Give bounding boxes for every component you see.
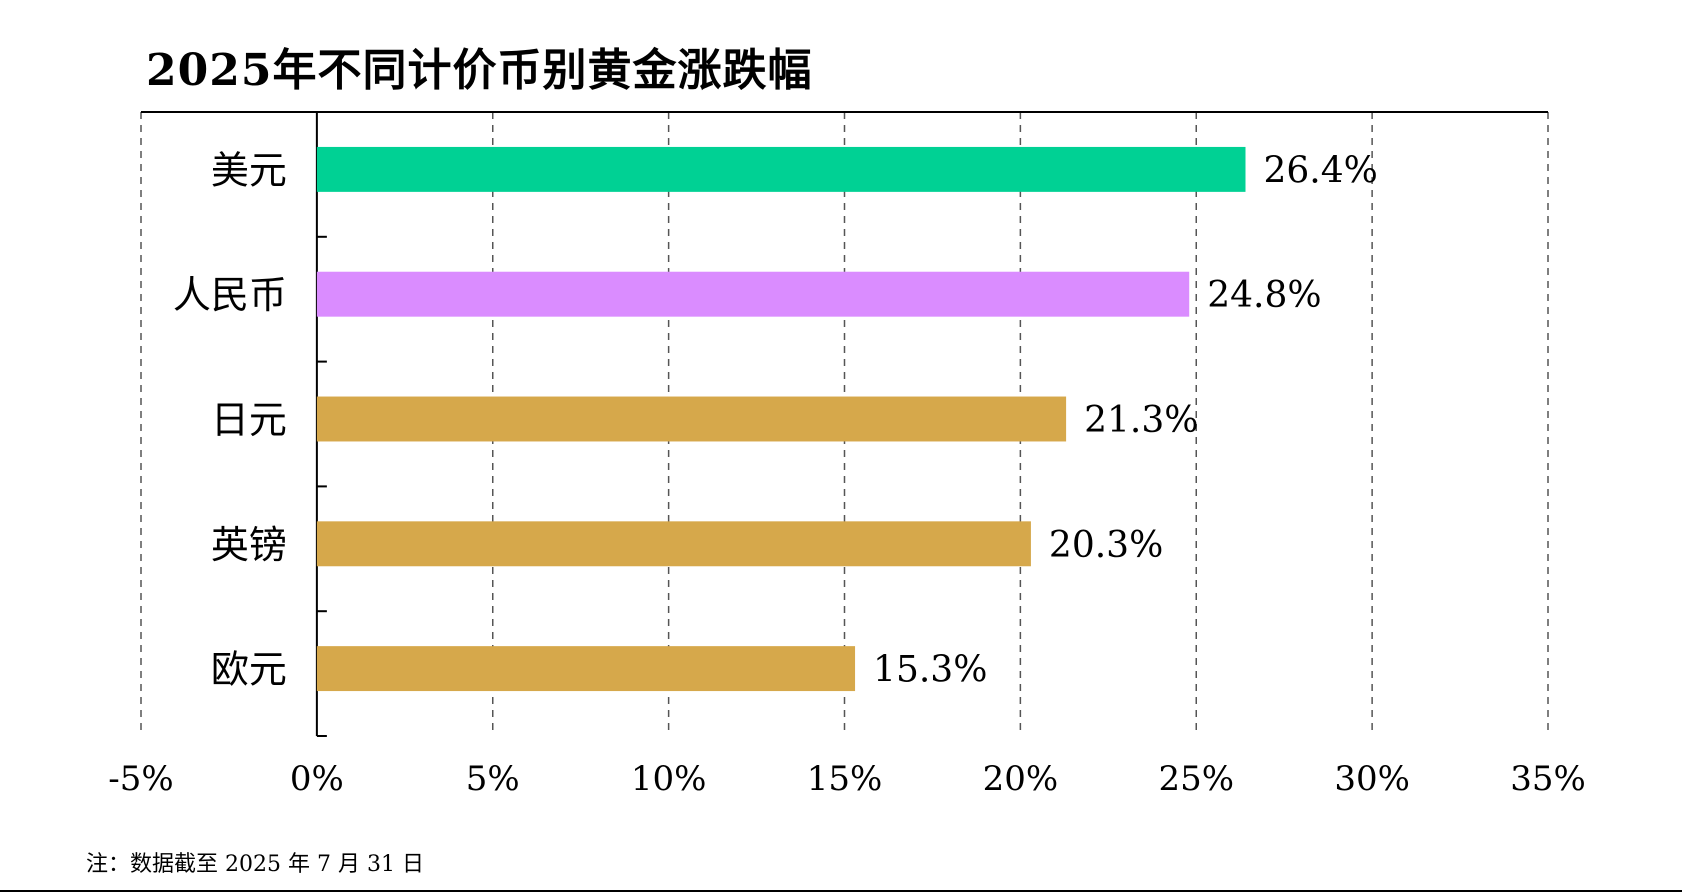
x-tick-label-8: 35%: [1510, 759, 1586, 799]
category-label-0: 美元: [211, 148, 287, 192]
bar-1: [316, 271, 1190, 317]
data-label-0: 26.4%: [1263, 150, 1377, 191]
bottom-border: [0, 890, 1682, 892]
x-tick-label-5: 20%: [983, 759, 1059, 799]
bar-2: [316, 396, 1067, 442]
category-label-3: 英镑: [211, 523, 287, 567]
x-tick-label-0: -5%: [108, 759, 173, 799]
x-tick-label-6: 25%: [1158, 759, 1234, 799]
data-label-3: 20.3%: [1049, 525, 1163, 566]
footnote: 注：数据截至 2025 年 7 月 31 日: [86, 852, 424, 877]
x-tick-label-4: 15%: [807, 759, 883, 799]
data-label-1: 24.8%: [1207, 275, 1321, 316]
chart-title: 2025年不同计价币别黄金涨跌幅: [146, 45, 813, 96]
category-label-4: 欧元: [211, 648, 287, 692]
bar-3: [316, 521, 1031, 567]
x-tick-label-3: 10%: [631, 759, 707, 799]
category-label-2: 日元: [211, 398, 287, 442]
x-tick-label-7: 30%: [1334, 759, 1410, 799]
category-label-1: 人民币: [173, 273, 287, 317]
data-label-4: 15.3%: [873, 650, 987, 691]
x-tick-label-2: 5%: [466, 759, 520, 799]
data-label-2: 21.3%: [1084, 400, 1198, 441]
x-tick-label-1: 0%: [290, 759, 344, 799]
bar-4: [316, 646, 856, 692]
bar-0: [316, 146, 1246, 192]
